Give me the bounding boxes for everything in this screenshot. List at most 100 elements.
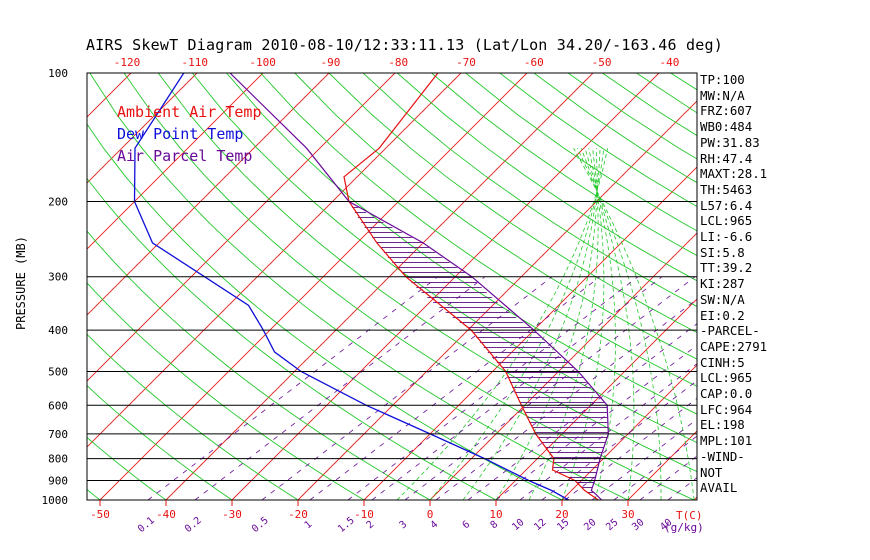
- mixing-ratio-label: 0.2: [183, 515, 204, 535]
- pressure-tick-label: 800: [48, 453, 68, 466]
- index-item: NOT: [700, 464, 723, 480]
- moist-adiabat-line: [580, 148, 635, 500]
- moist-adiabat-line: [573, 148, 695, 500]
- index-item: L57:6.4: [700, 197, 753, 213]
- dry-adiabat-line: [397, 73, 697, 282]
- mixing-ratio-label: 1: [303, 519, 315, 531]
- dry-adiabat-line: [465, 73, 697, 232]
- index-item: MPL:101: [700, 433, 753, 449]
- moist-adiabat-line: [577, 148, 662, 500]
- moist-adiabat-line: [528, 148, 599, 500]
- mixing-ratio-label: 3: [398, 519, 410, 531]
- index-item: LCL:965: [700, 370, 753, 386]
- index-item: LI:-6.6: [700, 229, 753, 245]
- plot-area: [87, 73, 870, 500]
- dry-adiabat-line: [328, 73, 697, 334]
- isotherm-line: [87, 73, 198, 184]
- dry-adiabat-line: [260, 73, 697, 387]
- dry-adiabat-line: [294, 73, 697, 360]
- mixing-ratio-label: 8: [489, 519, 501, 531]
- indices-panel: TP:100 MW:N/A FRZ:607 WB0:484 PW:31.83 RH:47.…: [700, 72, 767, 496]
- mixing-ratio-label: 10: [510, 517, 526, 533]
- dry-adiabat-line: [87, 333, 299, 500]
- dry-adiabat-line: [87, 123, 563, 500]
- isotherm-line: [826, 73, 870, 500]
- cape-area: [349, 201, 609, 494]
- pressure-tick-label: 500: [48, 365, 68, 378]
- dry-adiabat-line: [87, 230, 431, 500]
- index-item: EL:198: [700, 417, 745, 433]
- dry-adiabat-line: [773, 73, 870, 500]
- top-temperature-tick-label: -110: [182, 56, 209, 69]
- temperature-tick-label: 10: [489, 508, 502, 521]
- dry-adiabat-line: [87, 436, 167, 500]
- dry-adiabat-line: [807, 73, 870, 500]
- temperature-tick-label: -40: [156, 508, 176, 521]
- mixing-ratio-label: 2: [365, 519, 377, 531]
- mixing-ratio-line: [667, 477, 697, 500]
- temperature-tick-label: 30: [621, 508, 634, 521]
- isotherm-line: [87, 73, 264, 250]
- temperature-tick-label: 0: [427, 508, 434, 521]
- index-item: TH:5463: [700, 181, 753, 197]
- pressure-tick-label: 900: [48, 474, 68, 487]
- mixing-ratio-label: 25: [604, 517, 620, 533]
- series-line-air-parcel-temp: [229, 73, 609, 500]
- isotherm-line: [87, 73, 396, 382]
- dry-adiabat-line: [87, 385, 233, 500]
- mixing-ratio-label: 12: [532, 517, 548, 533]
- isotherm-line: [561, 364, 697, 500]
- index-item: LCL:965: [700, 213, 753, 229]
- mixing-ratio-line: [261, 276, 553, 500]
- index-item: TP:100: [700, 72, 745, 87]
- pressure-tick-label: 600: [48, 399, 68, 412]
- index-item: WB0:484: [700, 119, 753, 135]
- isotherm-line: [87, 73, 330, 316]
- top-temperature-tick-label: -100: [249, 56, 276, 69]
- index-item: SW:N/A: [700, 291, 745, 307]
- index-item: RH:47.4: [700, 150, 753, 166]
- index-item: CAPE:2791: [700, 338, 768, 354]
- dry-adiabat-line: [841, 73, 870, 500]
- index-item: AVAIL: [700, 480, 738, 496]
- mixing-ratio-label: 20: [582, 517, 598, 533]
- dry-adiabat-line: [123, 73, 695, 500]
- temperature-tick-label: -30: [222, 508, 242, 521]
- moist-adiabat-line: [429, 148, 605, 500]
- legend-air-parcel-temp: Air Parcel Temp: [117, 147, 253, 165]
- isotherm-line: [429, 232, 697, 500]
- legend-ambient-air-temp: Ambient Air Temp: [117, 103, 262, 121]
- chart-title: AIRS SkewT Diagram 2010-08-10/12:33:11.1…: [86, 36, 723, 54]
- mixing-ratio-label: 6: [461, 519, 473, 531]
- top-temperature-tick-label: -60: [524, 56, 544, 69]
- index-item: KI:287: [700, 276, 745, 292]
- index-item: EI:0.2: [700, 307, 745, 323]
- mixing-ratio-line: [147, 276, 439, 500]
- index-item: -PARCEL-: [700, 323, 760, 339]
- pressure-tick-label: 100: [48, 67, 68, 80]
- y-axis-label: PRESSURE (MB): [14, 236, 28, 330]
- pressure-tick-label: 1000: [42, 494, 69, 507]
- index-item: CAP:0.0: [700, 386, 753, 402]
- isotherm-line: [297, 100, 697, 500]
- series-line-dew-point-temp: [133, 73, 569, 500]
- top-temperature-tick-label: -70: [456, 56, 476, 69]
- temperature-tick-label: 20: [555, 508, 568, 521]
- pressure-tick-label: 700: [48, 428, 68, 441]
- isotherm-line: [363, 166, 697, 500]
- index-item: PW:31.83: [700, 134, 760, 150]
- temperature-tick-label: -20: [288, 508, 308, 521]
- isotherm-line: [87, 73, 462, 448]
- pressure-tick-label: 200: [48, 196, 68, 209]
- index-item: LFC:964: [700, 401, 753, 417]
- dry-adiabat-line: [362, 73, 697, 307]
- top-temperature-tick-label: -40: [659, 56, 679, 69]
- moist-adiabat-line: [396, 148, 609, 500]
- pressure-tick-label: 400: [48, 324, 68, 337]
- plot-border: [86, 72, 698, 501]
- legend: Ambient Air Temp Dew Point Temp Air Parc…: [117, 101, 262, 167]
- pressure-tick-label: 300: [48, 271, 68, 284]
- index-item: -WIND-: [700, 448, 745, 464]
- x-axis-unit-label: T(C): [676, 509, 703, 522]
